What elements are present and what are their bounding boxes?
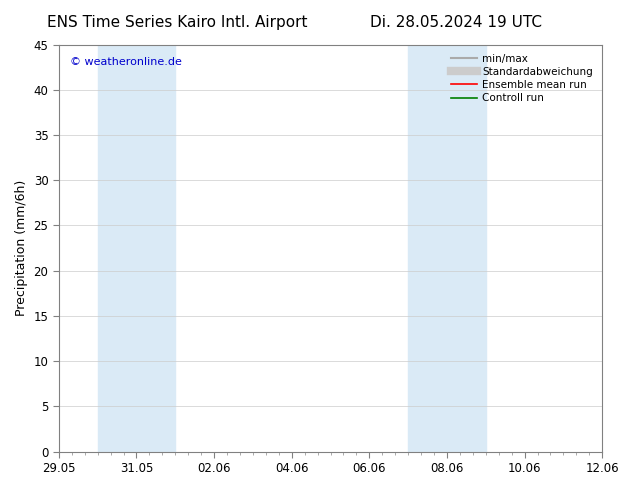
- Y-axis label: Precipitation (mm/6h): Precipitation (mm/6h): [15, 180, 28, 316]
- Bar: [98, 45, 175, 452]
- Text: Di. 28.05.2024 19 UTC: Di. 28.05.2024 19 UTC: [370, 15, 543, 30]
- Legend: min/max, Standardabweichung, Ensemble mean run, Controll run: min/max, Standardabweichung, Ensemble me…: [446, 49, 597, 107]
- Text: © weatheronline.de: © weatheronline.de: [70, 57, 181, 67]
- Text: ENS Time Series Kairo Intl. Airport: ENS Time Series Kairo Intl. Airport: [48, 15, 307, 30]
- Bar: [408, 45, 486, 452]
